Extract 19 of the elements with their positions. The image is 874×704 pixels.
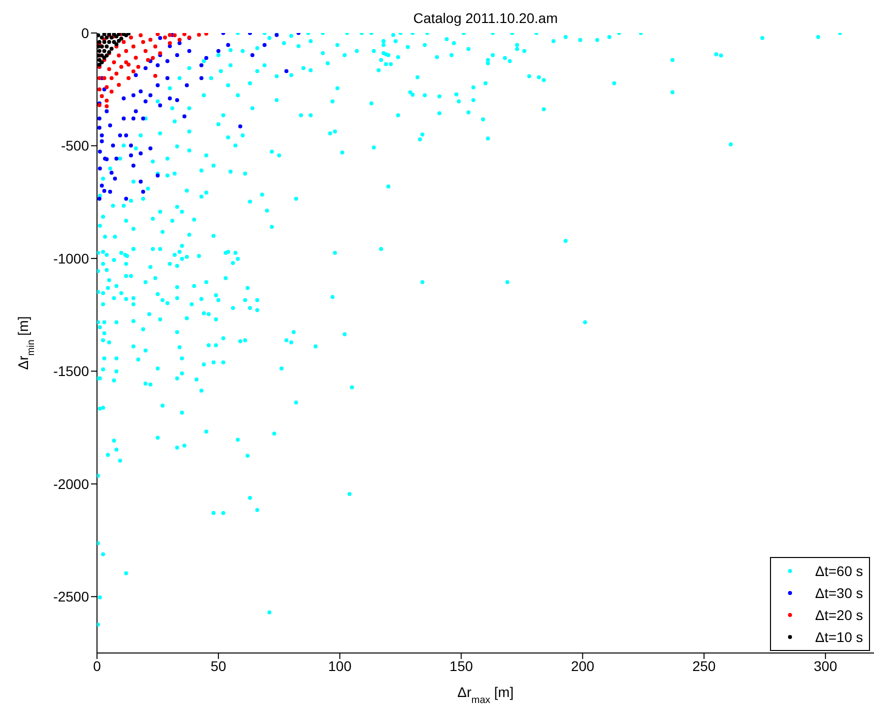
y-tick-label: -2000 bbox=[53, 476, 90, 492]
legend-label: Δt=10 s bbox=[815, 629, 863, 645]
x-tick-label: 100 bbox=[328, 658, 352, 674]
x-tick-label: 0 bbox=[93, 658, 102, 674]
chart-title: Catalog 2011.10.20.am bbox=[412, 10, 559, 26]
y-tick-label: -1500 bbox=[53, 363, 90, 380]
y-tick-label: -500 bbox=[60, 138, 90, 154]
x-tick-label: 250 bbox=[692, 658, 716, 674]
x-tick-label: 50 bbox=[210, 658, 226, 674]
x-tick-label: 200 bbox=[570, 658, 595, 674]
legend-label: Δt=20 s bbox=[815, 607, 863, 623]
x-tick-label: 300 bbox=[814, 658, 838, 674]
legend-label: Δt=30 s bbox=[815, 585, 863, 601]
y-tick-label: 0 bbox=[81, 24, 90, 41]
x-axis-title: Δr$_{max}$ [m] bbox=[457, 684, 514, 704]
y-tick-label: -2500 bbox=[53, 588, 90, 605]
legend-label: Δt=60 s bbox=[815, 563, 863, 579]
x-tick-label: 150 bbox=[450, 658, 474, 674]
y-tick-label: -1000 bbox=[53, 250, 90, 266]
